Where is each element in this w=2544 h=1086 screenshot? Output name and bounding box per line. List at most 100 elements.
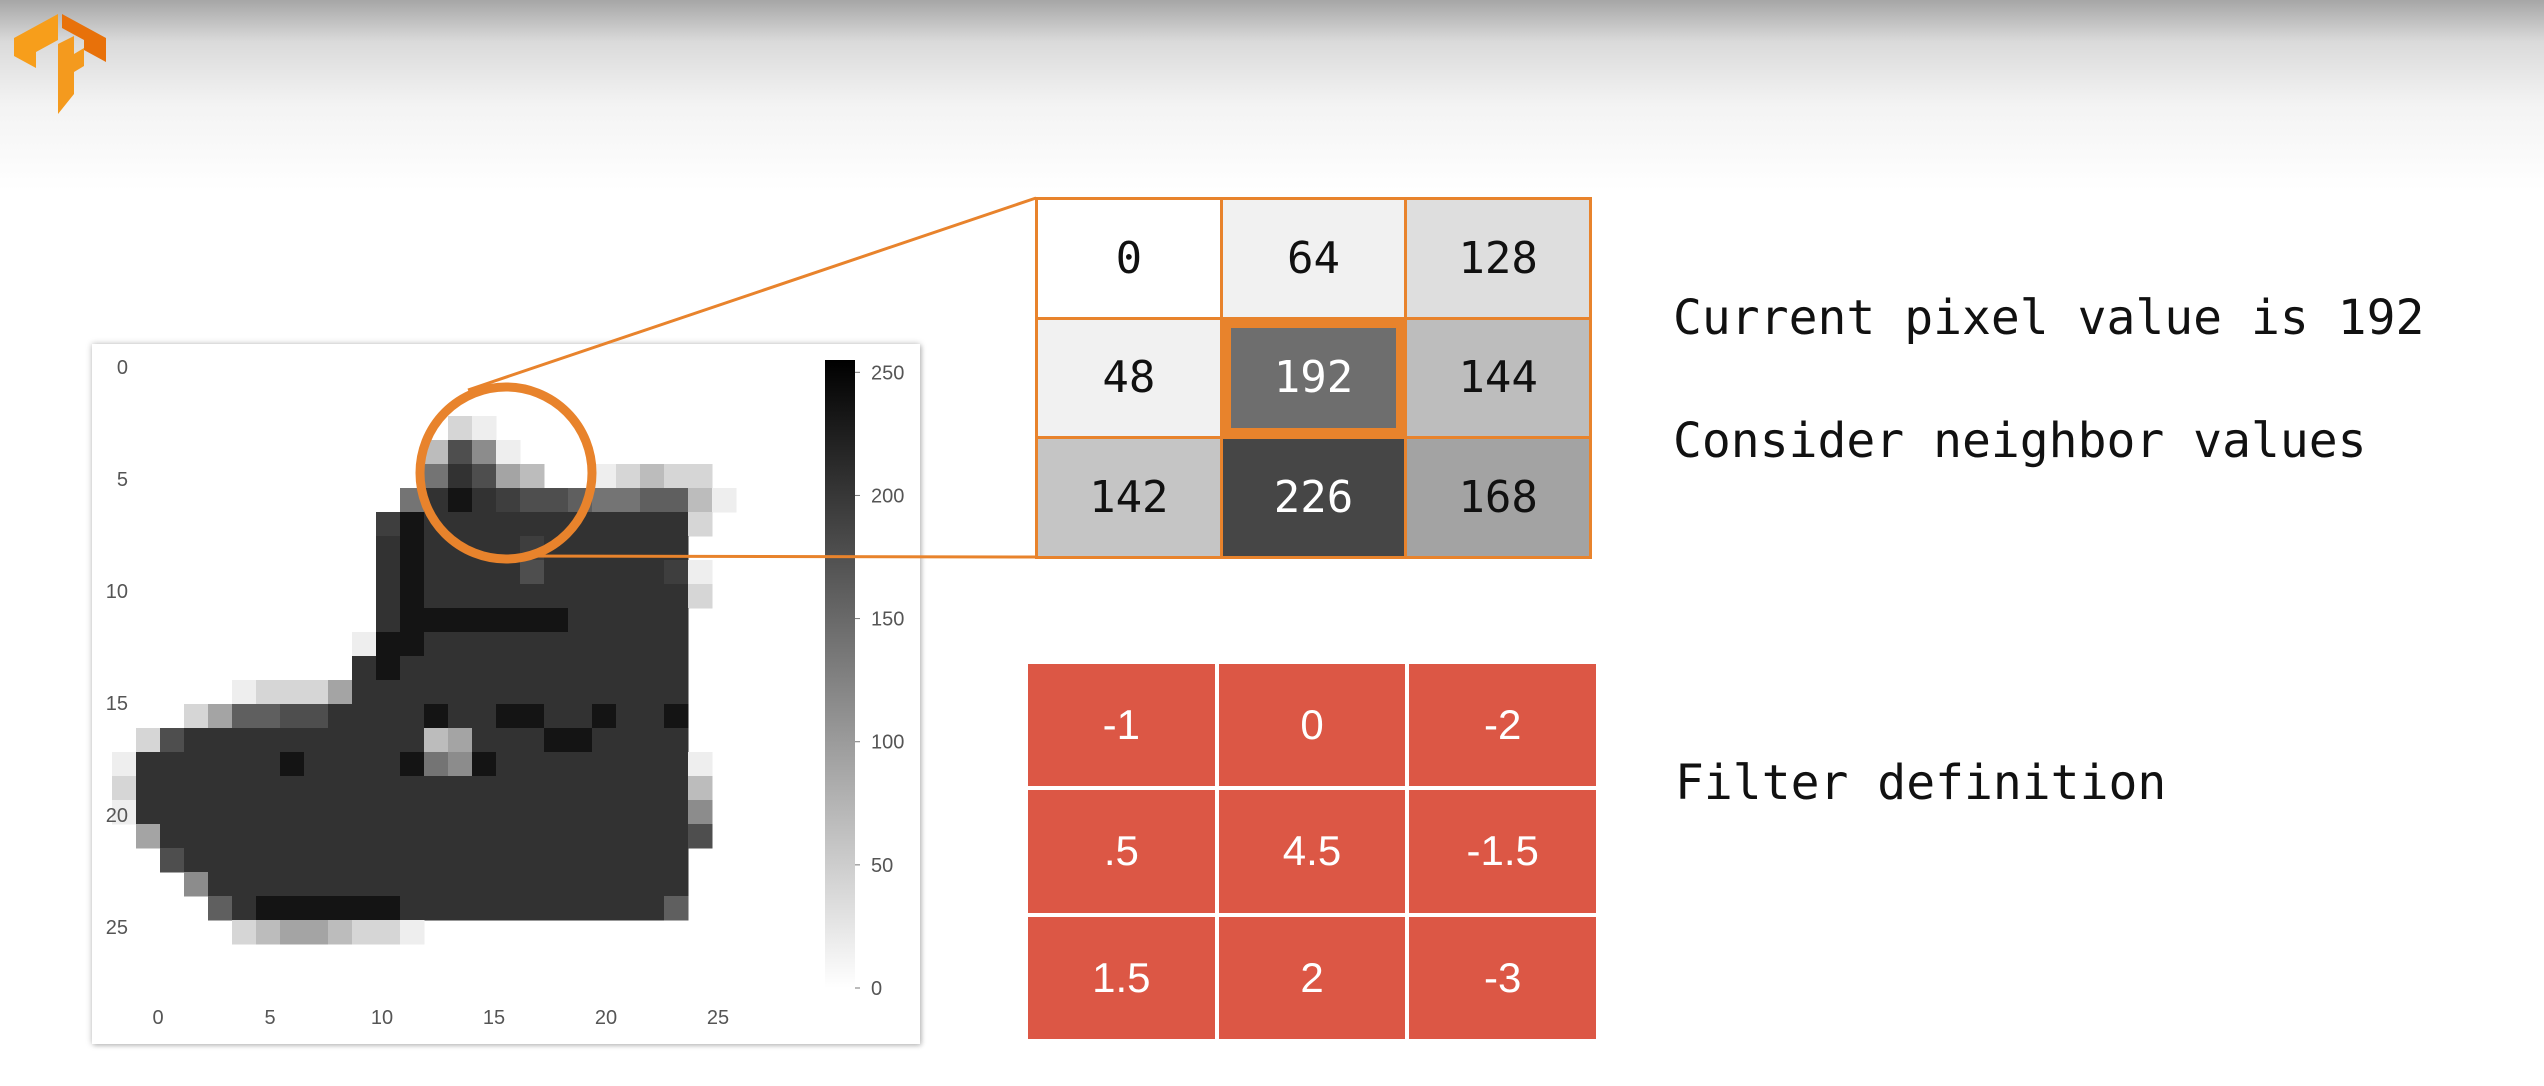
image-pixel xyxy=(448,632,473,657)
image-pixel xyxy=(136,800,161,825)
image-pixel xyxy=(136,728,161,753)
image-pixel xyxy=(664,800,689,825)
image-pixel xyxy=(496,464,521,489)
image-pixel xyxy=(112,776,137,801)
image-pixel xyxy=(400,728,425,753)
image-pixel xyxy=(352,632,377,657)
image-pixel xyxy=(376,896,401,921)
pixel-cell: 0 xyxy=(1038,200,1220,317)
image-pixel xyxy=(496,584,521,609)
image-pixel xyxy=(136,824,161,849)
image-pixel xyxy=(640,824,665,849)
image-pixel xyxy=(664,704,689,729)
image-pixel xyxy=(664,896,689,921)
image-pixel xyxy=(520,728,545,753)
image-pixel xyxy=(400,800,425,825)
y-tick-label: 20 xyxy=(106,805,128,827)
image-pixel xyxy=(448,536,473,561)
image-pixel xyxy=(496,560,521,585)
image-pixel xyxy=(472,800,497,825)
image-pixel xyxy=(256,680,281,705)
image-pixel xyxy=(424,824,449,849)
image-pixel xyxy=(448,656,473,681)
image-pixel xyxy=(640,512,665,537)
image-pixel xyxy=(256,920,281,945)
image-pixel xyxy=(232,728,257,753)
image-pixel xyxy=(664,680,689,705)
image-pixel xyxy=(472,512,497,537)
image-pixel xyxy=(544,704,569,729)
image-pixel xyxy=(520,584,545,609)
image-pixel xyxy=(544,560,569,585)
filter-cell: .5 xyxy=(1028,790,1215,913)
image-pixel xyxy=(568,800,593,825)
image-pixel xyxy=(520,608,545,633)
image-pixel xyxy=(496,680,521,705)
image-pixel xyxy=(424,752,449,777)
image-pixel xyxy=(640,632,665,657)
image-pixel xyxy=(352,872,377,897)
pixel-cell: 142 xyxy=(1038,439,1220,556)
image-pixel xyxy=(424,896,449,921)
image-pixel xyxy=(616,584,641,609)
image-pixel xyxy=(616,752,641,777)
image-pixel xyxy=(616,464,641,489)
image-pixel xyxy=(664,512,689,537)
image-pixel xyxy=(688,752,713,777)
image-pixel xyxy=(496,896,521,921)
image-pixel xyxy=(472,584,497,609)
image-pixel xyxy=(496,800,521,825)
image-pixel xyxy=(280,776,305,801)
image-pixel xyxy=(208,896,233,921)
image-pixel xyxy=(400,608,425,633)
image-pixel xyxy=(544,608,569,633)
image-pixel xyxy=(592,608,617,633)
image-pixel xyxy=(664,656,689,681)
image-pixel xyxy=(544,896,569,921)
image-pixel xyxy=(232,752,257,777)
image-pixel xyxy=(352,656,377,681)
image-pixel xyxy=(280,752,305,777)
image-pixel xyxy=(184,848,209,873)
image-pixel xyxy=(232,872,257,897)
filter-cell: -1 xyxy=(1028,664,1215,787)
image-pixel xyxy=(568,896,593,921)
image-pixel xyxy=(352,752,377,777)
image-pixel xyxy=(592,752,617,777)
image-pixel xyxy=(616,680,641,705)
image-pixel xyxy=(664,536,689,561)
image-pixel xyxy=(496,608,521,633)
current-pixel-cell: 192 xyxy=(1221,318,1406,438)
image-pixel xyxy=(640,608,665,633)
image-pixel xyxy=(160,824,185,849)
image-pixel xyxy=(400,752,425,777)
image-pixel xyxy=(448,728,473,753)
image-pixel xyxy=(568,680,593,705)
image-pixel xyxy=(376,680,401,705)
image-pixel xyxy=(568,776,593,801)
image-pixel xyxy=(400,560,425,585)
image-pixel xyxy=(160,848,185,873)
image-pixel xyxy=(616,704,641,729)
image-pixel xyxy=(400,704,425,729)
image-pixel xyxy=(472,632,497,657)
image-pixel xyxy=(184,800,209,825)
image-pixel xyxy=(352,896,377,921)
image-pixel xyxy=(472,464,497,489)
filter-cell: -1.5 xyxy=(1409,790,1596,913)
tensorflow-logo-icon xyxy=(14,14,106,114)
image-pixel xyxy=(424,584,449,609)
image-pixel xyxy=(472,440,497,465)
colorbar-tick-label: 250 xyxy=(871,362,904,384)
image-pixel xyxy=(184,824,209,849)
image-pixel xyxy=(544,680,569,705)
image-pixel xyxy=(304,872,329,897)
image-pixel xyxy=(304,800,329,825)
image-pixel xyxy=(568,656,593,681)
image-pixel xyxy=(304,752,329,777)
image-pixel xyxy=(400,512,425,537)
image-pixel xyxy=(664,752,689,777)
image-pixel xyxy=(400,848,425,873)
image-pixel xyxy=(256,848,281,873)
image-pixel xyxy=(616,632,641,657)
